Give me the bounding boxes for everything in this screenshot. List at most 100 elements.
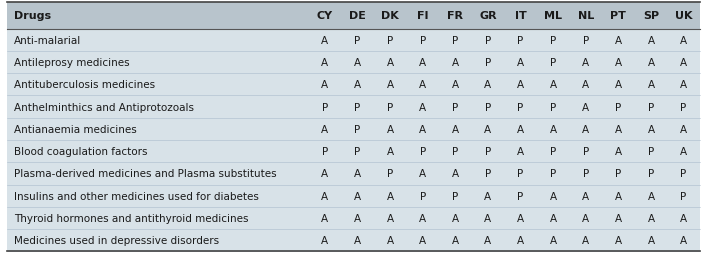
Text: GR: GR [479, 11, 497, 21]
Text: A: A [354, 213, 361, 223]
Text: A: A [321, 235, 328, 245]
Text: A: A [452, 58, 459, 68]
Text: CY: CY [317, 11, 333, 21]
Text: P: P [485, 36, 491, 45]
Text: A: A [517, 235, 524, 245]
Text: A: A [648, 191, 655, 201]
Text: A: A [321, 124, 328, 134]
Text: P: P [485, 147, 491, 156]
Text: P: P [681, 191, 686, 201]
Text: A: A [615, 124, 622, 134]
Text: A: A [582, 191, 590, 201]
Text: Blood coagulation factors: Blood coagulation factors [14, 147, 148, 156]
Text: P: P [550, 58, 556, 68]
Text: Insulins and other medicines used for diabetes: Insulins and other medicines used for di… [14, 191, 259, 201]
Text: A: A [321, 213, 328, 223]
Text: ML: ML [544, 11, 562, 21]
Text: Anthelminthics and Antiprotozoals: Anthelminthics and Antiprotozoals [14, 102, 194, 112]
Text: Drugs: Drugs [14, 11, 51, 21]
Text: P: P [583, 169, 589, 179]
Text: FI: FI [417, 11, 428, 21]
Text: A: A [549, 80, 556, 90]
Text: P: P [452, 36, 458, 45]
Text: A: A [419, 102, 426, 112]
Text: A: A [484, 235, 491, 245]
Text: A: A [648, 235, 655, 245]
Text: Anti-malarial: Anti-malarial [14, 36, 81, 45]
Text: A: A [680, 124, 687, 134]
Text: A: A [549, 213, 556, 223]
Text: A: A [615, 235, 622, 245]
Text: A: A [615, 58, 622, 68]
Text: A: A [680, 147, 687, 156]
Text: UK: UK [675, 11, 692, 21]
Text: A: A [517, 80, 524, 90]
Text: A: A [648, 58, 655, 68]
Text: P: P [354, 147, 361, 156]
Text: P: P [387, 102, 393, 112]
Text: P: P [419, 147, 426, 156]
Text: A: A [484, 213, 491, 223]
Text: A: A [517, 58, 524, 68]
Text: SP: SP [643, 11, 659, 21]
Text: A: A [680, 235, 687, 245]
Text: P: P [615, 102, 621, 112]
Text: A: A [582, 235, 590, 245]
Text: A: A [321, 191, 328, 201]
Text: A: A [354, 235, 361, 245]
Text: A: A [321, 169, 328, 179]
Text: A: A [484, 80, 491, 90]
Text: A: A [452, 169, 459, 179]
Text: A: A [419, 169, 426, 179]
Text: A: A [452, 213, 459, 223]
Text: A: A [582, 80, 590, 90]
Text: A: A [419, 80, 426, 90]
Text: A: A [321, 36, 328, 45]
Text: A: A [387, 213, 394, 223]
Text: A: A [452, 80, 459, 90]
Text: A: A [452, 124, 459, 134]
Text: P: P [518, 102, 524, 112]
Text: A: A [549, 124, 556, 134]
Text: A: A [484, 124, 491, 134]
Text: A: A [615, 80, 622, 90]
Text: A: A [354, 191, 361, 201]
Text: Antileprosy medicines: Antileprosy medicines [14, 58, 129, 68]
Text: FR: FR [448, 11, 463, 21]
Text: P: P [648, 102, 654, 112]
Text: A: A [680, 213, 687, 223]
Text: A: A [517, 213, 524, 223]
Text: A: A [648, 213, 655, 223]
Text: P: P [518, 191, 524, 201]
Text: P: P [322, 102, 328, 112]
Text: A: A [582, 213, 590, 223]
Text: P: P [485, 58, 491, 68]
Text: P: P [452, 191, 458, 201]
Text: P: P [518, 169, 524, 179]
Text: A: A [387, 80, 394, 90]
Text: P: P [452, 147, 458, 156]
Text: A: A [680, 58, 687, 68]
Text: Thyroid hormones and antithyroid medicines: Thyroid hormones and antithyroid medicin… [14, 213, 248, 223]
Text: A: A [615, 36, 622, 45]
Text: P: P [550, 147, 556, 156]
Text: P: P [419, 191, 426, 201]
Text: A: A [387, 235, 394, 245]
Text: PT: PT [610, 11, 626, 21]
Text: A: A [615, 213, 622, 223]
Text: P: P [419, 36, 426, 45]
Text: A: A [517, 147, 524, 156]
Text: A: A [452, 235, 459, 245]
Text: A: A [419, 235, 426, 245]
Text: A: A [680, 36, 687, 45]
Text: P: P [681, 102, 686, 112]
Text: P: P [485, 169, 491, 179]
Text: A: A [582, 58, 590, 68]
Text: A: A [549, 191, 556, 201]
Text: P: P [550, 36, 556, 45]
Text: A: A [321, 58, 328, 68]
Text: P: P [354, 36, 361, 45]
Text: P: P [387, 169, 393, 179]
Text: NL: NL [578, 11, 594, 21]
Text: A: A [387, 58, 394, 68]
